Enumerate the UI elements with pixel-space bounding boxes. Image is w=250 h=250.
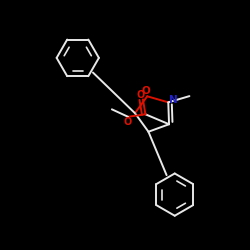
Text: O: O <box>142 86 150 96</box>
Text: N: N <box>170 95 178 105</box>
Text: O: O <box>136 90 144 100</box>
Text: O: O <box>124 117 132 127</box>
